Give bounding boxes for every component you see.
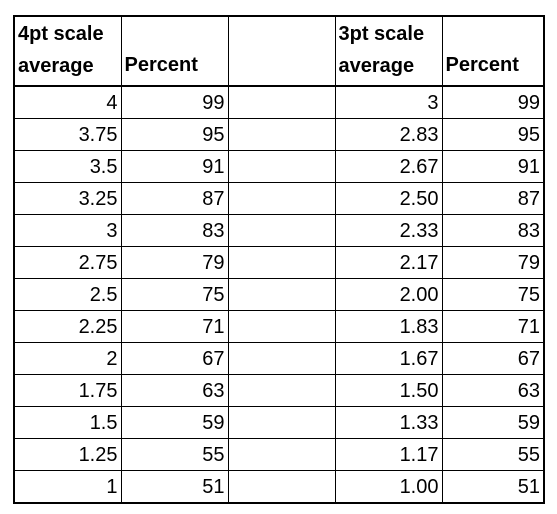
table-row: 1.75 63 1.50 63	[13, 374, 545, 407]
table-row: 2.75 79 2.17 79	[13, 246, 545, 279]
cell-4pt-average: 1.75	[13, 374, 122, 407]
cell-3pt-average: 1.50	[334, 374, 443, 407]
table-row: 3.75 95 2.83 95	[13, 118, 545, 151]
cell-3pt-percent: 83	[441, 214, 545, 247]
table-row: 3.25 87 2.50 87	[13, 182, 545, 215]
header-3pt-average: 3pt scale average	[334, 15, 443, 87]
header-3pt-line1: 3pt scale	[338, 23, 425, 45]
cell-3pt-average: 2.83	[334, 118, 443, 151]
cell-spacer	[227, 182, 336, 215]
header-row: 4pt scale average Percent 3pt scale aver…	[13, 15, 545, 87]
cell-4pt-average: 3.5	[13, 150, 122, 183]
table-row: 3.5 91 2.67 91	[13, 150, 545, 183]
cell-3pt-average: 1.17	[334, 438, 443, 471]
cell-4pt-percent: 55	[120, 438, 229, 471]
cell-4pt-average: 1.25	[13, 438, 122, 471]
cell-4pt-average: 2.75	[13, 246, 122, 279]
cell-spacer	[227, 278, 336, 311]
cell-4pt-average: 3.25	[13, 182, 122, 215]
table-row: 2 67 1.67 67	[13, 342, 545, 375]
cell-3pt-average: 1.83	[334, 310, 443, 343]
cell-4pt-average: 1.5	[13, 406, 122, 439]
header-4pt-line1: 4pt scale	[18, 23, 104, 45]
table-row: 2.25 71 1.83 71	[13, 310, 545, 343]
cell-3pt-percent: 67	[441, 342, 545, 375]
cell-3pt-average: 2.33	[334, 214, 443, 247]
header-4pt-average: 4pt scale average	[13, 15, 122, 87]
cell-3pt-average: 2.50	[334, 182, 443, 215]
header-3pt-percent: Percent	[441, 15, 545, 87]
cell-3pt-percent: 79	[441, 246, 545, 279]
cell-3pt-percent: 75	[441, 278, 545, 311]
cell-3pt-average: 2.67	[334, 150, 443, 183]
cell-spacer	[227, 438, 336, 471]
cell-3pt-percent: 99	[441, 85, 545, 119]
table-row: 2.5 75 2.00 75	[13, 278, 545, 311]
cell-3pt-percent: 51	[441, 470, 545, 504]
cell-spacer	[227, 246, 336, 279]
cell-3pt-percent: 71	[441, 310, 545, 343]
cell-3pt-average: 3	[334, 85, 443, 119]
cell-4pt-average: 3	[13, 214, 122, 247]
header-4pt-percent: Percent	[120, 15, 229, 87]
cell-3pt-percent: 55	[441, 438, 545, 471]
cell-3pt-average: 2.00	[334, 278, 443, 311]
cell-spacer	[227, 214, 336, 247]
cell-spacer	[227, 406, 336, 439]
cell-4pt-percent: 51	[120, 470, 229, 504]
conversion-table: 4pt scale average Percent 3pt scale aver…	[13, 15, 545, 504]
cell-3pt-average: 1.00	[334, 470, 443, 504]
cell-spacer	[227, 85, 336, 119]
cell-4pt-percent: 59	[120, 406, 229, 439]
cell-3pt-average: 2.17	[334, 246, 443, 279]
cell-3pt-average: 1.33	[334, 406, 443, 439]
table-row: 4 99 3 99	[13, 85, 545, 119]
cell-3pt-average: 1.67	[334, 342, 443, 375]
cell-4pt-percent: 67	[120, 342, 229, 375]
cell-4pt-percent: 83	[120, 214, 229, 247]
cell-4pt-average: 2.25	[13, 310, 122, 343]
header-spacer	[227, 15, 336, 87]
cell-spacer	[227, 342, 336, 375]
cell-3pt-percent: 91	[441, 150, 545, 183]
cell-4pt-percent: 75	[120, 278, 229, 311]
cell-spacer	[227, 470, 336, 504]
table-row: 1 51 1.00 51	[13, 470, 545, 504]
cell-spacer	[227, 150, 336, 183]
cell-4pt-average: 2.5	[13, 278, 122, 311]
table-row: 1.5 59 1.33 59	[13, 406, 545, 439]
cell-4pt-average: 2	[13, 342, 122, 375]
cell-4pt-percent: 91	[120, 150, 229, 183]
cell-4pt-percent: 79	[120, 246, 229, 279]
cell-4pt-percent: 99	[120, 85, 229, 119]
header-4pt-line2: average	[18, 55, 94, 77]
table-row: 3 83 2.33 83	[13, 214, 545, 247]
cell-4pt-average: 1	[13, 470, 122, 504]
cell-spacer	[227, 310, 336, 343]
cell-4pt-average: 3.75	[13, 118, 122, 151]
cell-3pt-percent: 95	[441, 118, 545, 151]
cell-spacer	[227, 118, 336, 151]
header-3pt-line2: average	[338, 55, 415, 77]
cell-4pt-percent: 87	[120, 182, 229, 215]
cell-4pt-percent: 71	[120, 310, 229, 343]
cell-3pt-percent: 87	[441, 182, 545, 215]
cell-spacer	[227, 374, 336, 407]
cell-4pt-percent: 63	[120, 374, 229, 407]
cell-4pt-average: 4	[13, 85, 122, 119]
cell-3pt-percent: 59	[441, 406, 545, 439]
cell-4pt-percent: 95	[120, 118, 229, 151]
table-row: 1.25 55 1.17 55	[13, 438, 545, 471]
cell-3pt-percent: 63	[441, 374, 545, 407]
